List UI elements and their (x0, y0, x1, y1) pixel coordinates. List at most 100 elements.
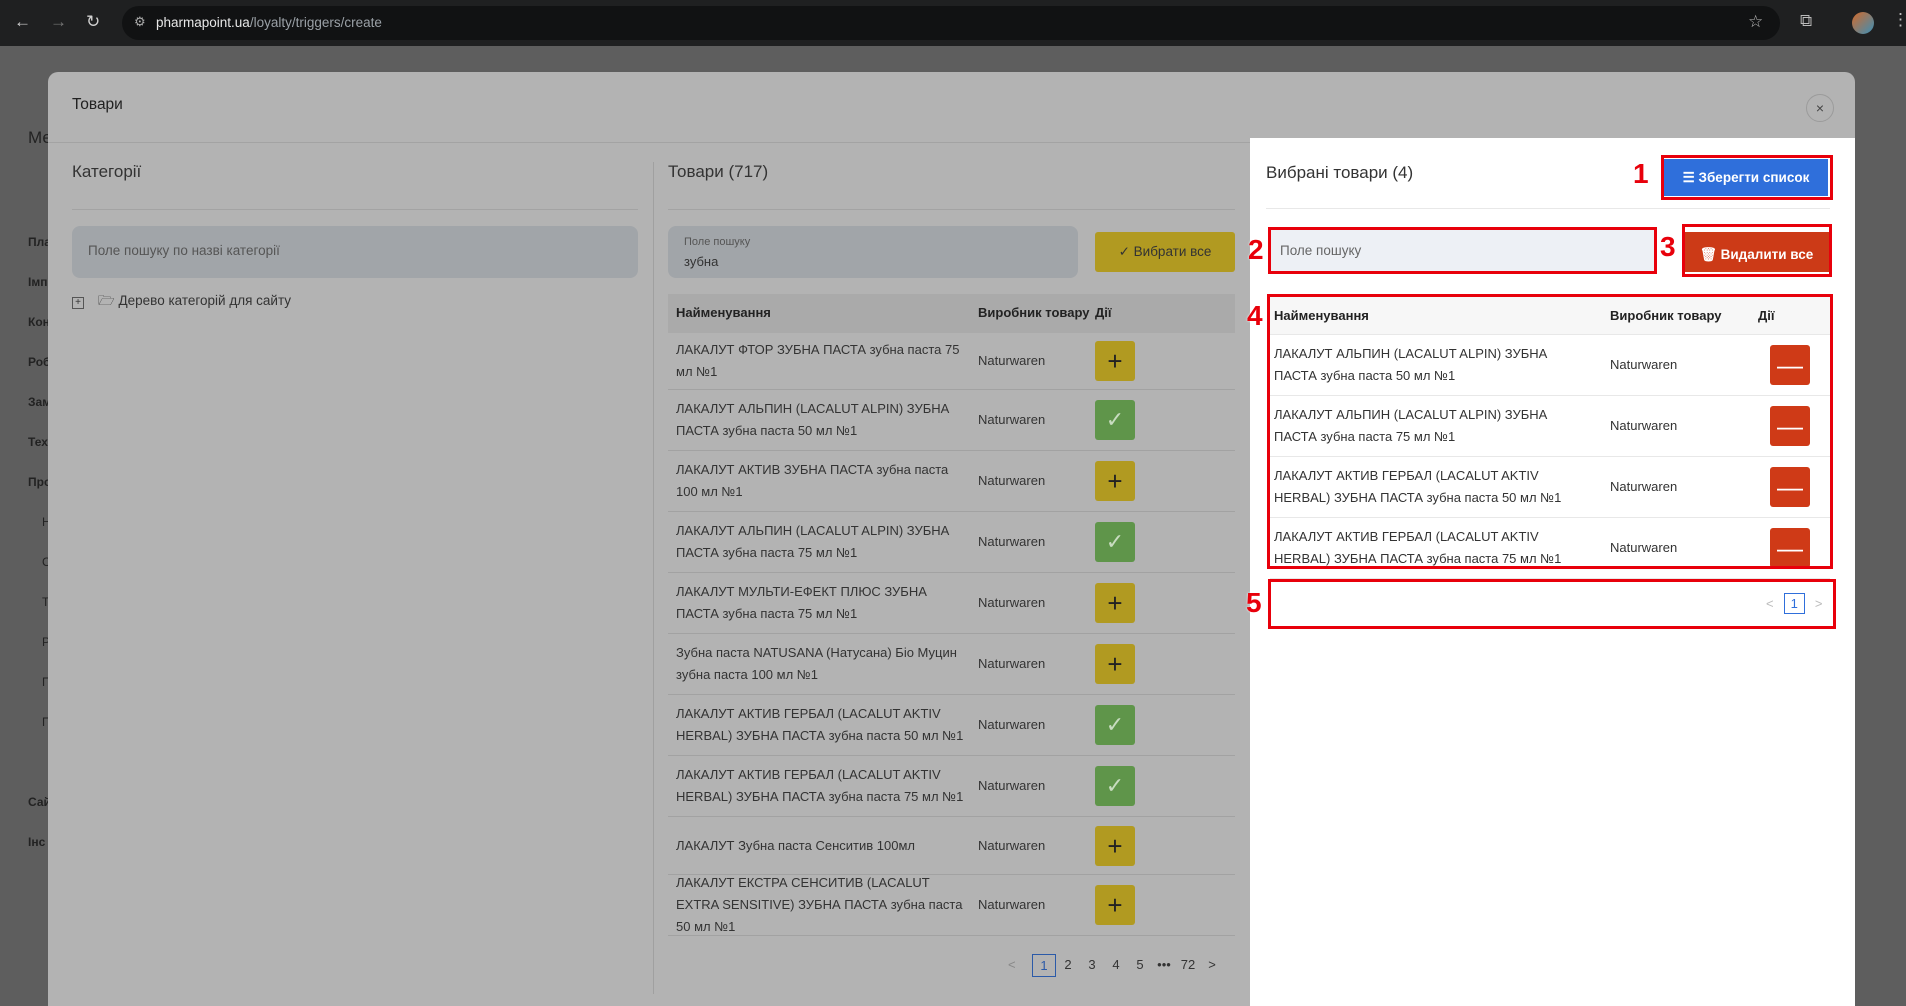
category-search-placeholder: Поле пошуку по назві категорії (88, 243, 280, 258)
save-list-button[interactable]: ☰ Зберегти список (1664, 159, 1828, 196)
sidebar-item[interactable]: Інс (28, 835, 46, 849)
select-all-button[interactable]: ✓ Вибрати все (1095, 232, 1235, 272)
product-maker: Naturwaren (1610, 479, 1678, 494)
table-row: ЛАКАЛУТ АЛЬПИН (LACALUT ALPIN) ЗУБНА ПАС… (1270, 335, 1830, 396)
sidebar-item[interactable]: П (42, 715, 51, 729)
add-product-button[interactable]: + (1095, 461, 1135, 501)
sidebar-item[interactable]: Т (42, 595, 50, 609)
page-button[interactable]: 72 (1180, 957, 1196, 972)
annotation-box-1 (1661, 155, 1833, 200)
page-button[interactable]: 4 (1112, 957, 1120, 972)
remove-product-button[interactable]: — (1770, 528, 1810, 568)
sidebar-item[interactable]: Пла (28, 235, 51, 249)
category-tree-item[interactable]: + 🗁 Дерево категорій для сайту (72, 291, 291, 314)
added-check-button[interactable]: ✓ (1095, 705, 1135, 745)
selected-products-panel: Вибрані товари (4) ☰ Зберегти список Пол… (1246, 138, 1855, 1006)
remove-product-button[interactable]: — (1770, 406, 1810, 446)
sidebar-item[interactable]: Імп (28, 275, 48, 289)
page-button[interactable]: 1 (1032, 954, 1056, 977)
categories-title: Категорії (72, 162, 142, 181)
reload-icon[interactable]: ↻ (86, 12, 101, 31)
sidebar-item[interactable]: Р (42, 635, 51, 649)
sidebar-item[interactable]: Кон (28, 315, 50, 329)
forward-icon[interactable]: → (50, 12, 67, 31)
next-page-button[interactable]: > (1814, 596, 1823, 611)
delete-all-label: Видалити все (1720, 247, 1814, 262)
table-row: ЛАКАЛУТ АКТИВ ГЕРБАЛ (LACALUT AKTIV HERB… (668, 695, 1235, 756)
annotation-label-1: 1 (1633, 158, 1649, 189)
product-maker: Naturwaren (978, 656, 1046, 671)
sidebar-item[interactable]: Про (28, 475, 52, 489)
selected-search-input[interactable]: Поле пошуку (1270, 229, 1655, 273)
sidebar-item[interactable]: Зам (28, 395, 52, 409)
prev-page-button[interactable]: < (1008, 957, 1016, 972)
annotation-label-4: 4 (1247, 300, 1263, 331)
add-product-button[interactable]: + (1095, 885, 1135, 925)
pagination-ellipsis[interactable]: ••• (1157, 957, 1171, 972)
table-row: ЛАКАЛУТ АЛЬПИН (LACALUT ALPIN) ЗУБНА ПАС… (668, 390, 1235, 451)
add-product-button[interactable]: + (1095, 341, 1135, 381)
sidebar-item[interactable]: Роб (28, 355, 51, 369)
annotation-box-2 (1268, 227, 1657, 274)
product-maker: Naturwaren (978, 778, 1046, 793)
close-button[interactable]: × (1806, 94, 1834, 122)
table-row: ЛАКАЛУТ ЕКСТРА СЕНСИТИВ (LACALUT EXTRA S… (668, 875, 1235, 936)
table-row: ЛАКАЛУТ АКТИВ ЗУБНА ПАСТА зубна паста 10… (668, 451, 1235, 512)
added-check-button[interactable]: ✓ (1095, 400, 1135, 440)
page-button[interactable]: 5 (1136, 957, 1144, 972)
profile-avatar[interactable] (1852, 12, 1874, 34)
product-maker: Naturwaren (978, 717, 1046, 732)
page-button[interactable]: 3 (1088, 957, 1096, 972)
modal-title: Товари (72, 96, 123, 113)
address-bar[interactable]: ⚙ pharmapoint.ua/loyalty/triggers/create… (122, 6, 1780, 40)
bookmark-star-icon[interactable]: ☆ (1748, 12, 1764, 31)
tree-item-label: Дерево категорій для сайту (118, 293, 292, 308)
product-search-input[interactable]: Поле пошуку зубна (668, 226, 1078, 278)
remove-product-button[interactable]: — (1770, 467, 1810, 507)
product-maker: Naturwaren (978, 473, 1046, 488)
menu-icon[interactable]: ⋮ (1892, 10, 1906, 29)
delete-all-button[interactable]: 🗑 Видалити все (1684, 229, 1829, 275)
category-search-input[interactable]: Поле пошуку по назві категорії (72, 226, 638, 278)
next-page-button[interactable]: > (1208, 957, 1216, 972)
annotation-box-5 (1268, 579, 1836, 629)
product-name: ЛАКАЛУТ АЛЬПИН (LACALUT ALPIN) ЗУБНА ПАС… (1274, 407, 1548, 444)
annotation-label-5: 5 (1246, 587, 1262, 618)
added-check-button[interactable]: ✓ (1095, 522, 1135, 562)
table-row: ЛАКАЛУТ АЛЬПИН (LACALUT ALPIN) ЗУБНА ПАС… (1270, 396, 1830, 457)
column-header: Дії (1758, 308, 1775, 323)
column-header: Дії (1095, 305, 1112, 320)
product-maker: Naturwaren (1610, 418, 1678, 433)
product-maker: Naturwaren (978, 897, 1046, 912)
sidebar-item[interactable]: С (42, 555, 51, 569)
prev-page-button[interactable]: < (1766, 596, 1774, 611)
list-icon: ☰ (1682, 170, 1695, 185)
product-name: ЛАКАЛУТ АЛЬПИН (LACALUT ALPIN) ЗУБНА ПАС… (676, 401, 950, 438)
product-maker: Naturwaren (978, 595, 1046, 610)
table-row: Зубна паста NATUSANA (Натусана) Біо Муци… (668, 634, 1235, 695)
add-product-button[interactable]: + (1095, 825, 1135, 866)
browser-toolbar: ← → ↻ ⚙ pharmapoint.ua/loyalty/triggers/… (0, 0, 1906, 46)
product-name: ЛАКАЛУТ АЛЬПИН (LACALUT ALPIN) ЗУБНА ПАС… (676, 523, 950, 560)
products-table: Найменування Виробник товару Дії ЛАКАЛУТ ФТ… (668, 294, 1235, 936)
column-header: Найменування (1274, 308, 1369, 323)
sidebar-item[interactable]: Н (42, 515, 51, 529)
selected-search-placeholder: Поле пошуку (1280, 243, 1362, 258)
site-settings-icon[interactable]: ⚙ (134, 14, 146, 29)
products-title: Товари (717) (668, 162, 769, 181)
product-name: ЛАКАЛУТ АЛЬПИН (LACALUT ALPIN) ЗУБНА ПАС… (1274, 346, 1548, 383)
sidebar-item[interactable]: Ме (28, 128, 52, 147)
page-1-button[interactable]: 1 (1783, 593, 1805, 614)
remove-product-button[interactable]: — (1770, 345, 1810, 385)
sidebar-item[interactable]: Тех (28, 435, 48, 449)
expand-icon[interactable]: + (72, 297, 84, 309)
sidebar-item[interactable]: П (42, 675, 51, 689)
add-product-button[interactable]: + (1095, 583, 1135, 623)
page-button[interactable]: 2 (1064, 957, 1072, 972)
add-product-button[interactable]: + (1095, 644, 1135, 684)
column-header: Виробник товару (1610, 308, 1722, 323)
extensions-icon[interactable]: ⧉ (1800, 11, 1813, 30)
back-icon[interactable]: ← (14, 12, 31, 31)
added-check-button[interactable]: ✓ (1095, 766, 1135, 806)
sidebar-item[interactable]: Сай (28, 795, 51, 809)
